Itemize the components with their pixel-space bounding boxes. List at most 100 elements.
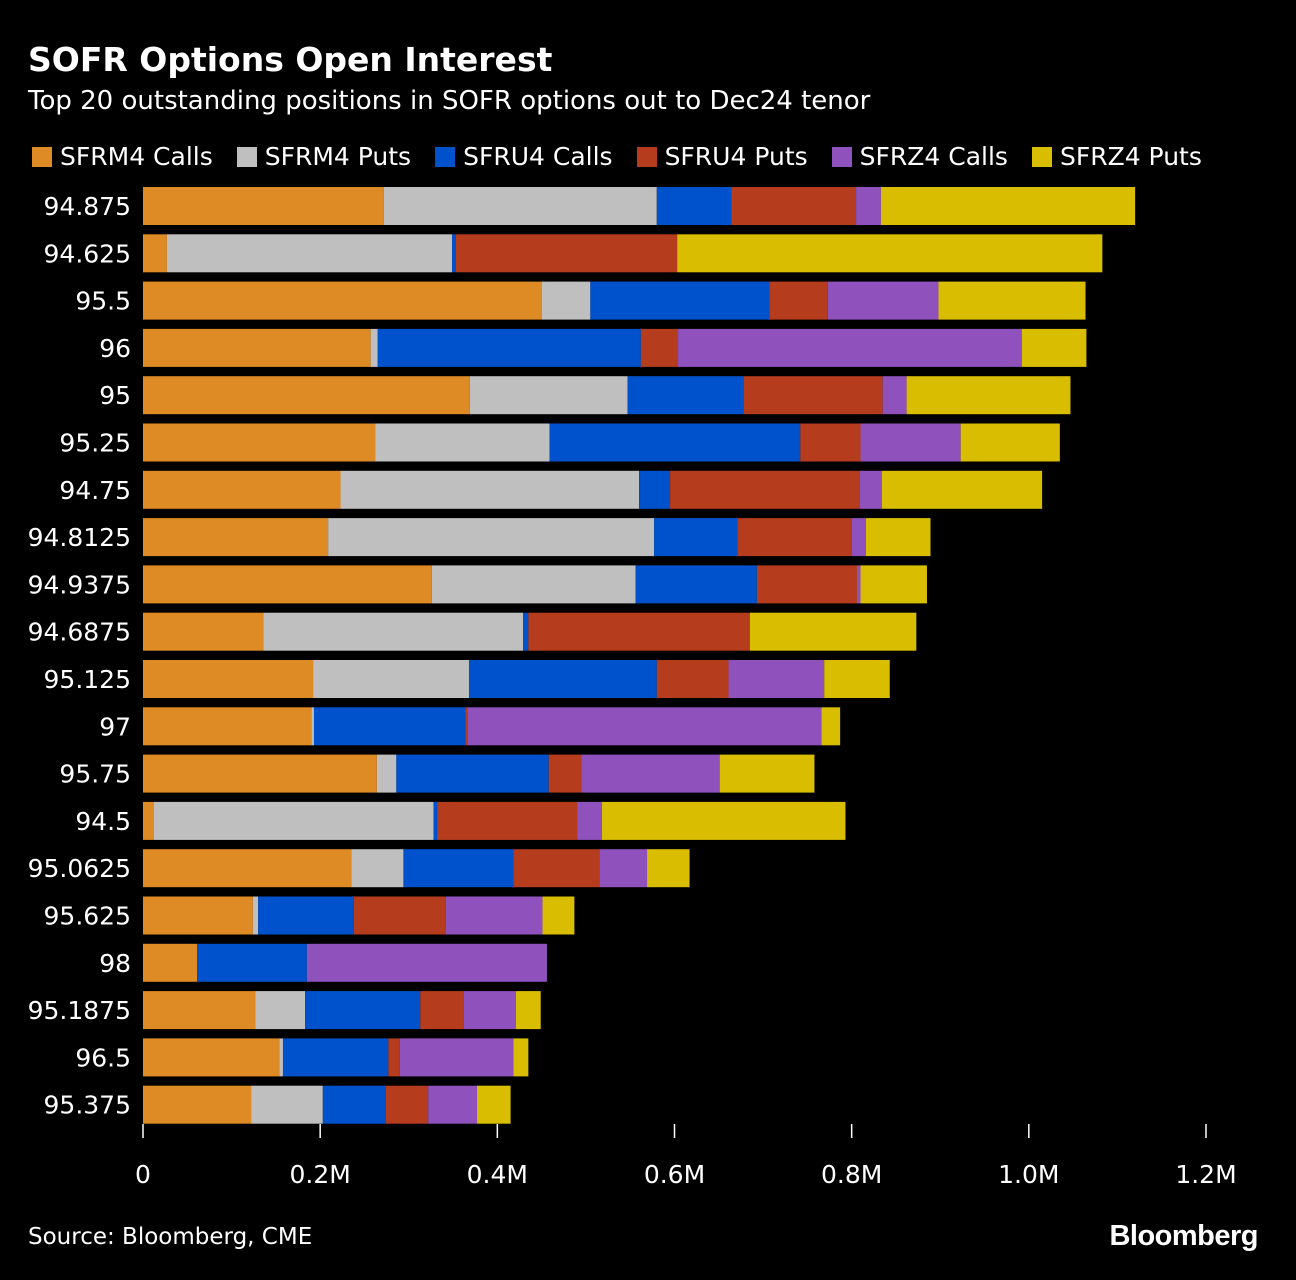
bar-segment-94.9375-sfrz4-puts <box>860 565 927 604</box>
bar-segment-95.125-sfrz4-puts <box>824 660 890 698</box>
bar-segment-95.5-sfrm4-puts <box>541 281 591 320</box>
bar-segment-95.1875-sfrm4-puts <box>255 991 306 1030</box>
bar-segment-94.75-sfrz4-puts <box>881 470 1043 509</box>
bar-segment-94.625-sfru4-calls <box>452 234 456 273</box>
bar-segment-95.25-sfru4-calls <box>549 423 801 462</box>
bar-segment-94.875-sfrm4-calls <box>143 187 384 225</box>
category-label: 95.25 <box>59 429 131 458</box>
bar-segment-94.5-sfrm4-puts <box>153 801 434 840</box>
bar-segment-94.625-sfrm4-puts <box>166 234 453 273</box>
bar-segment-95.125-sfrm4-puts <box>313 660 469 698</box>
category-label: 94.8125 <box>28 523 131 552</box>
bar-segment-95.75-sfrm4-puts <box>376 754 397 793</box>
bar-segment-96.5-sfrm4-puts <box>279 1038 283 1077</box>
bar-segment-95.375-sfrm4-calls <box>143 1085 252 1124</box>
bar-segment-94.875-sfru4-puts <box>731 187 857 225</box>
bar-segment-94.5-sfru4-calls <box>433 801 438 840</box>
bar-segment-94.875-sfrm4-puts <box>383 187 657 225</box>
x-tick-label: 0.8M <box>821 1160 882 1189</box>
bar-segment-95.0625-sfrz4-puts <box>647 849 690 888</box>
bar-segment-95.625-sfrz4-calls <box>445 896 543 935</box>
legend-swatch <box>435 146 456 167</box>
category-label: 95.0625 <box>28 854 131 883</box>
bar-segment-95-sfrm4-calls <box>143 376 470 415</box>
bar-segment-94.8125-sfrm4-calls <box>143 518 329 557</box>
x-tick-label: 1.2M <box>1175 1160 1236 1189</box>
bar-segment-96.5-sfru4-calls <box>282 1038 389 1077</box>
chart-title: SOFR Options Open Interest <box>28 40 553 79</box>
bar-segment-97-sfrm4-puts <box>311 707 314 746</box>
bar-segment-94.75-sfrm4-puts <box>340 470 640 509</box>
legend-label: SFRU4 Puts <box>664 142 808 171</box>
bar-segment-94.9375-sfrz4-calls <box>856 565 861 604</box>
bar-segment-95.75-sfrz4-puts <box>719 754 815 793</box>
bar-segment-95.625-sfrm4-puts <box>252 896 259 935</box>
bar-segment-94.9375-sfrm4-calls <box>143 565 432 604</box>
bar-segment-94.5-sfrz4-calls <box>577 801 602 840</box>
bar-segment-95.125-sfrz4-calls <box>728 660 825 698</box>
bar-segment-94.6875-sfrm4-puts <box>263 612 524 651</box>
bar-segment-95.375-sfru4-calls <box>322 1085 386 1124</box>
category-label: 95.625 <box>44 902 131 931</box>
bar-segment-94.9375-sfrm4-puts <box>431 565 636 604</box>
bar-segment-95.25-sfrz4-puts <box>960 423 1060 462</box>
category-label: 95.375 <box>44 1091 131 1120</box>
bar-segment-94.6875-sfru4-calls <box>523 612 529 651</box>
bar-segment-95.1875-sfrm4-calls <box>143 991 256 1030</box>
bar-segment-96-sfrz4-puts <box>1021 328 1087 367</box>
bar-segment-95.375-sfrz4-puts <box>476 1085 511 1124</box>
x-tick-label: 0.6M <box>644 1160 705 1189</box>
legend-label: SFRU4 Calls <box>463 142 613 171</box>
chart-subtitle: Top 20 outstanding positions in SOFR opt… <box>28 86 871 116</box>
bar-segment-97-sfru4-calls <box>313 707 466 746</box>
bar-segment-94.625-sfrm4-calls <box>143 234 167 273</box>
category-label: 95 <box>99 381 131 410</box>
bar-segment-95-sfru4-puts <box>743 376 883 415</box>
bar-segment-94.875-sfru4-calls <box>656 187 732 225</box>
bar-segment-94.8125-sfrm4-puts <box>328 518 655 557</box>
bar-segment-98-sfrz4-calls <box>306 943 547 982</box>
bar-segment-95.375-sfru4-puts <box>385 1085 429 1124</box>
bar-segment-95.0625-sfru4-puts <box>513 849 600 888</box>
bar-segment-95.0625-sfru4-calls <box>403 849 514 888</box>
legend-swatch <box>636 146 657 167</box>
bar-segment-95.1875-sfru4-puts <box>420 991 464 1030</box>
x-tick-label: 0 <box>135 1160 151 1189</box>
bar-segment-94.875-sfrz4-calls <box>856 187 881 225</box>
bar-segment-95.1875-sfru4-calls <box>305 991 421 1030</box>
bar-segment-94.75-sfrz4-calls <box>859 470 882 509</box>
bar-segment-95.25-sfrz4-calls <box>860 423 961 462</box>
bar-segment-95.0625-sfrm4-puts <box>351 849 404 888</box>
legend-label: SFRZ4 Calls <box>859 142 1008 171</box>
bar-segment-95-sfrz4-puts <box>906 376 1071 415</box>
category-label: 94.9375 <box>28 570 131 599</box>
bar-segment-96.5-sfrz4-calls <box>399 1038 514 1077</box>
bar-segment-94.8125-sfru4-calls <box>654 518 738 557</box>
category-label: 94.625 <box>44 239 131 268</box>
bar-segment-95.1875-sfrz4-calls <box>463 991 516 1030</box>
bar-segment-96.5-sfrz4-puts <box>513 1038 529 1077</box>
bar-segment-95.0625-sfrz4-calls <box>599 849 648 888</box>
bar-segment-95.5-sfrz4-puts <box>938 281 1086 320</box>
bar-segment-95.5-sfru4-puts <box>769 281 828 320</box>
legend-item-sfru4-calls: SFRU4 Calls <box>435 142 613 171</box>
chart-legend: SFRM4 Calls SFRM4 Puts SFRU4 Calls SFRU4 Pu… <box>32 142 1226 171</box>
bar-segment-95-sfrm4-puts <box>469 376 628 415</box>
bar-segment-95.125-sfru4-puts <box>656 660 729 698</box>
legend-item-sfru4-puts: SFRU4 Puts <box>636 142 808 171</box>
bar-segment-95.625-sfrm4-calls <box>143 896 253 935</box>
bar-segment-94.875-sfrz4-puts <box>880 187 1136 225</box>
category-label: 94.875 <box>44 192 131 221</box>
bar-segment-95.25-sfrm4-calls <box>143 423 376 462</box>
bar-segment-95.5-sfrz4-calls <box>827 281 939 320</box>
bar-segment-94.75-sfru4-calls <box>639 470 671 509</box>
bar-segment-94.5-sfrz4-puts <box>601 801 846 840</box>
legend-swatch <box>831 146 852 167</box>
category-label: 95.125 <box>44 665 131 694</box>
bar-segment-95.75-sfru4-calls <box>396 754 549 793</box>
bar-segment-95.0625-sfrm4-calls <box>143 849 352 888</box>
bar-segment-94.9375-sfru4-puts <box>756 565 857 604</box>
bar-segment-97-sfrm4-calls <box>143 707 312 746</box>
legend-item-sfrz4-calls: SFRZ4 Calls <box>831 142 1008 171</box>
